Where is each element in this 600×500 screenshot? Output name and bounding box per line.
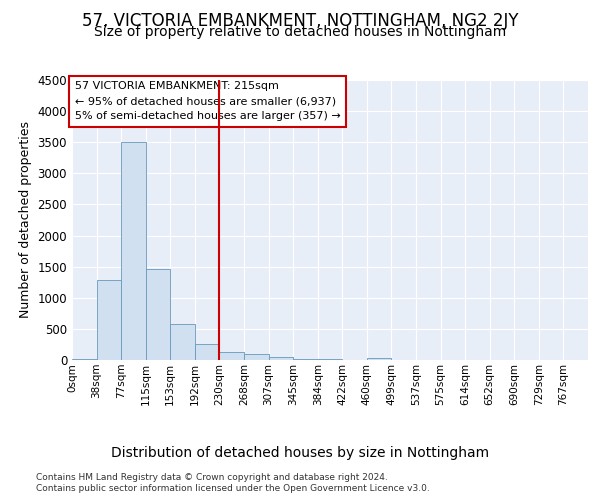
Text: Contains HM Land Registry data © Crown copyright and database right 2024.: Contains HM Land Registry data © Crown c… bbox=[36, 472, 388, 482]
Text: Size of property relative to detached houses in Nottingham: Size of property relative to detached ho… bbox=[94, 25, 506, 39]
Bar bbox=[195, 344, 220, 360]
Y-axis label: Number of detached properties: Number of detached properties bbox=[19, 122, 32, 318]
Bar bbox=[367, 358, 391, 360]
Text: 57 VICTORIA EMBANKMENT: 215sqm
← 95% of detached houses are smaller (6,937)
5% o: 57 VICTORIA EMBANKMENT: 215sqm ← 95% of … bbox=[74, 82, 340, 121]
Bar bbox=[146, 268, 170, 360]
Text: Contains public sector information licensed under the Open Government Licence v3: Contains public sector information licen… bbox=[36, 484, 430, 493]
Text: 57, VICTORIA EMBANKMENT, NOTTINGHAM, NG2 2JY: 57, VICTORIA EMBANKMENT, NOTTINGHAM, NG2… bbox=[82, 12, 518, 30]
Bar bbox=[269, 357, 293, 360]
Bar bbox=[97, 280, 121, 360]
Text: Distribution of detached houses by size in Nottingham: Distribution of detached houses by size … bbox=[111, 446, 489, 460]
Bar bbox=[220, 352, 244, 360]
Bar bbox=[170, 324, 195, 360]
Bar bbox=[121, 142, 146, 360]
Bar bbox=[244, 354, 269, 360]
